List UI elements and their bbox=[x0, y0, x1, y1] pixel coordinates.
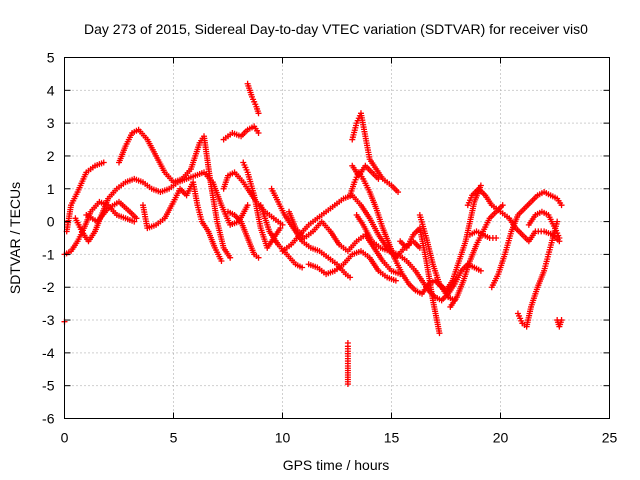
x-tick-label: 20 bbox=[493, 430, 509, 446]
data-point bbox=[436, 330, 443, 337]
data-point bbox=[344, 381, 351, 388]
data-point bbox=[493, 235, 500, 241]
data-point bbox=[255, 110, 262, 117]
data-point bbox=[392, 277, 399, 284]
data-point bbox=[477, 267, 484, 274]
data-point bbox=[279, 221, 286, 228]
data-points bbox=[61, 80, 565, 388]
data-point bbox=[255, 129, 262, 136]
y-tick-label: 2 bbox=[47, 148, 55, 164]
y-tick-label: 0 bbox=[47, 214, 55, 230]
y-tick-label: -5 bbox=[42, 378, 55, 394]
y-tick-label: -4 bbox=[42, 345, 55, 361]
data-point bbox=[558, 202, 565, 209]
axes: 0 5 10 15 20 25 -6 -5 -4 -3 -2 -1 0 1 2 3 4 5 bbox=[42, 50, 617, 446]
y-tick-label: -3 bbox=[42, 312, 55, 328]
data-point bbox=[244, 202, 251, 209]
chart-title: Day 273 of 2015, Sidereal Day-to-day VTE… bbox=[84, 21, 588, 37]
data-point bbox=[100, 159, 107, 166]
data-point bbox=[375, 175, 382, 182]
data-point bbox=[554, 218, 561, 225]
x-tick-label: 10 bbox=[275, 430, 291, 446]
gridlines bbox=[64, 57, 610, 419]
data-point bbox=[499, 202, 506, 209]
x-tick-label: 15 bbox=[384, 430, 400, 446]
data-point bbox=[133, 215, 140, 222]
y-tick-label: -2 bbox=[42, 279, 55, 295]
y-tick-label: 1 bbox=[47, 181, 55, 197]
x-tick-label: 25 bbox=[602, 430, 618, 446]
data-point bbox=[395, 189, 402, 196]
x-tick-label: 0 bbox=[61, 430, 69, 446]
x-axis-label: GPS time / hours bbox=[283, 457, 390, 473]
data-point bbox=[556, 235, 563, 241]
y-tick-label: -6 bbox=[42, 411, 55, 427]
y-tick-label: 3 bbox=[47, 115, 55, 131]
y-tick-label: -1 bbox=[42, 246, 55, 262]
data-point bbox=[255, 254, 262, 261]
data-point bbox=[218, 257, 225, 264]
data-point bbox=[277, 225, 284, 232]
plot-frame bbox=[64, 57, 610, 419]
data-point bbox=[227, 254, 234, 261]
y-tick-label: 4 bbox=[47, 82, 55, 98]
y-tick-label: 5 bbox=[47, 50, 55, 66]
x-tick-label: 5 bbox=[170, 430, 178, 446]
data-point bbox=[347, 274, 354, 281]
data-point bbox=[299, 264, 306, 271]
y-axis-label: SDTVAR / TECUs bbox=[7, 182, 23, 294]
data-point bbox=[558, 317, 565, 324]
